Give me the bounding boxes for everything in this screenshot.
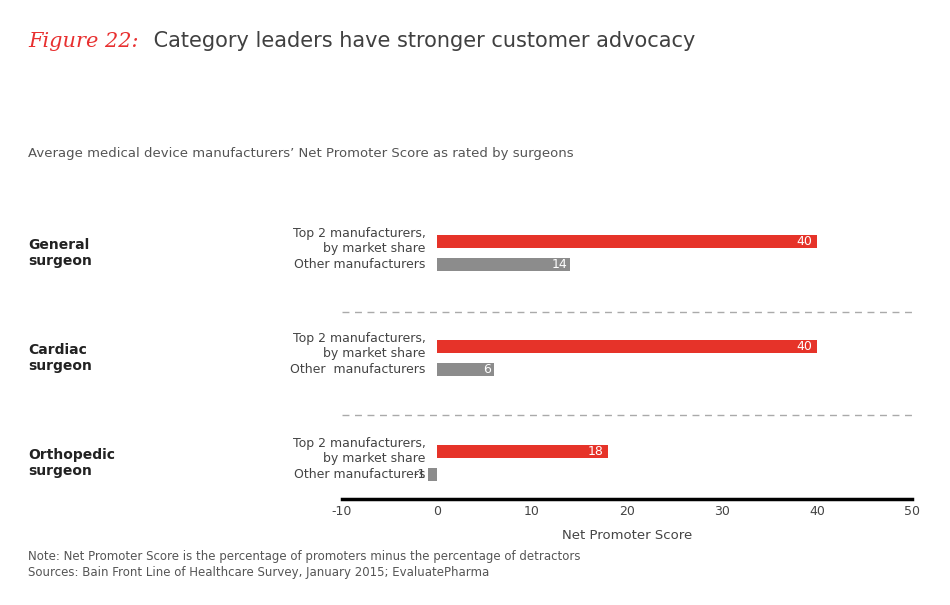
X-axis label: Net Promoter Score: Net Promoter Score [561,529,693,542]
Bar [437,258,570,271]
Text: Other  manufacturers: Other manufacturers [290,363,426,376]
Bar [437,340,817,353]
Text: General
surgeon: General surgeon [28,238,92,268]
Text: Sources: Bain Front Line of Healthcare Survey, January 2015; EvaluatePharma: Sources: Bain Front Line of Healthcare S… [28,566,490,579]
Text: Other manufacturers: Other manufacturers [294,258,426,271]
Bar [428,468,437,481]
Text: Other manufacturers: Other manufacturers [294,468,426,481]
Text: 40: 40 [796,340,812,353]
Text: Category leaders have stronger customer advocacy: Category leaders have stronger customer … [147,31,695,51]
Text: Note: Net Promoter Score is the percentage of promoters minus the percentage of : Note: Net Promoter Score is the percenta… [28,549,581,563]
Bar [437,235,817,248]
Bar [437,363,494,376]
Text: 40: 40 [796,235,812,248]
Text: Top 2 manufacturers,
     by market share: Top 2 manufacturers, by market share [293,437,426,465]
Text: Average medical device manufacturers’ Net Promoter Score as rated by surgeons: Average medical device manufacturers’ Ne… [28,148,574,160]
Text: Orthopedic
surgeon: Orthopedic surgeon [28,448,116,478]
Text: -1: -1 [413,468,426,481]
Bar [437,445,608,457]
Text: Cardiac
surgeon: Cardiac surgeon [28,343,92,373]
Text: 6: 6 [484,363,491,376]
Text: Figure 22:: Figure 22: [28,33,139,51]
Text: Top 2 manufacturers,
     by market share: Top 2 manufacturers, by market share [293,227,426,255]
Text: 18: 18 [587,445,603,457]
Text: 14: 14 [551,258,567,271]
Text: Top 2 manufacturers,
     by market share: Top 2 manufacturers, by market share [293,332,426,360]
